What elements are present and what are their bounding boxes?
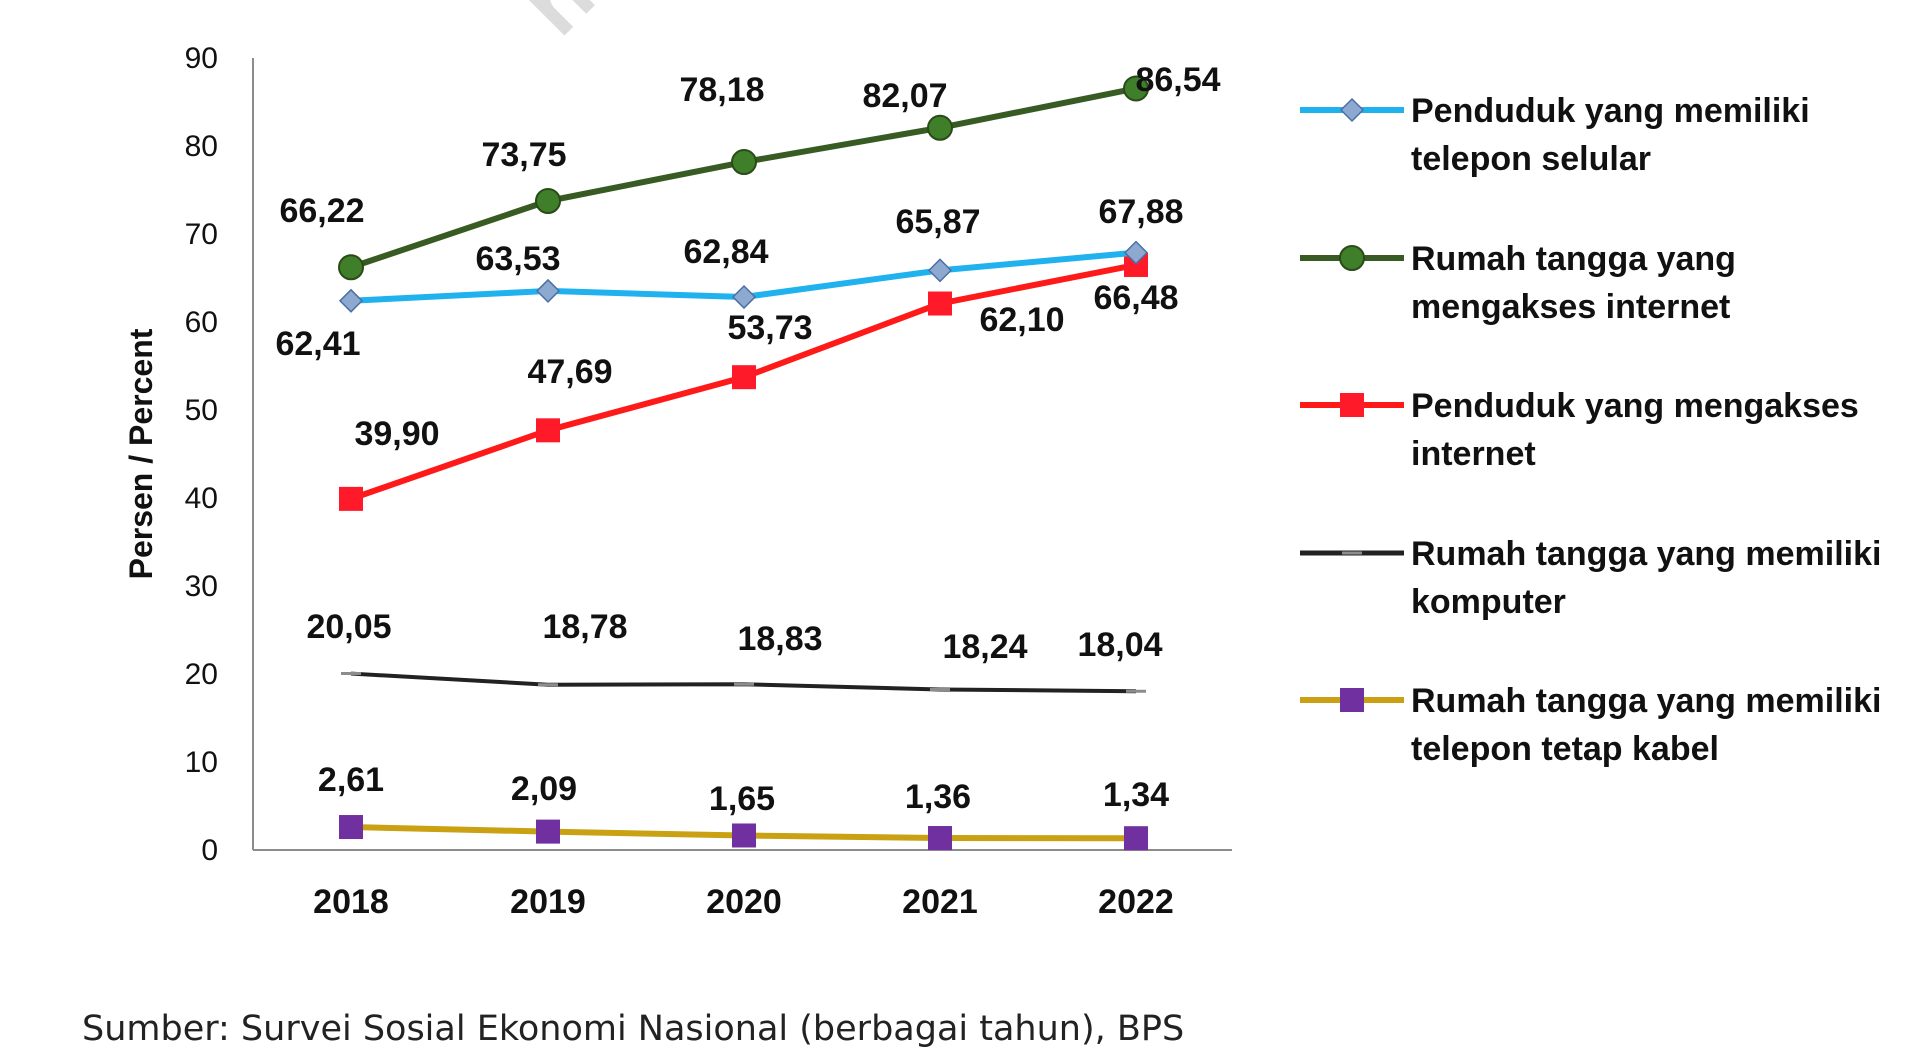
data-point [927,258,953,283]
data-point [1340,688,1364,712]
data-point [1339,97,1365,123]
y-tick-label: 60 [185,306,218,339]
data-label: 78,18 [679,71,764,109]
legend-item-3: Penduduk yang mengakses internet [1300,387,1859,473]
data-label: 65,87 [895,203,980,241]
data-point [927,114,953,141]
series-4 [341,671,1146,694]
data-label: 1,36 [905,778,971,816]
y-axis-title: Persen / Percent [123,328,159,579]
legend: Penduduk yang memiliki telepon selular Rum… [1300,92,1881,768]
data-label: 86,54 [1135,61,1220,99]
source-note: Sumber: Survei Sosial Ekonomi Nasional (… [82,1009,1184,1049]
series-line [350,671,1137,694]
legend-label: mengakses internet [1411,288,1730,326]
x-tick-label: 2020 [706,883,782,921]
data-point [1124,826,1148,851]
y-tick-label: 10 [185,746,218,779]
data-point [1123,75,1149,102]
data-label: 62,84 [683,233,768,271]
data-label: 82,07 [862,77,947,115]
data-point [535,188,561,214]
data-label: 66,48 [1093,279,1178,317]
data-point [339,815,363,840]
x-tick-label: 2019 [510,883,586,921]
data-point [732,365,756,390]
data-point [536,418,560,443]
legend-label: Penduduk yang mengakses [1411,387,1859,425]
x-tick-label: 2021 [902,883,978,921]
y-tick-label: 20 [185,658,218,691]
x-tick-label: 2018 [313,883,389,921]
data-label: 39,90 [354,415,439,453]
data-label: 2,09 [511,770,577,808]
data-label: 62,10 [979,301,1064,339]
legend-item-4: Rumah tangga yang memiliki komputer [1300,535,1881,621]
data-label: 18,83 [737,620,822,658]
data-label: 18,78 [542,608,627,646]
data-label: 2,61 [318,761,384,799]
watermark: h [503,0,613,54]
data-label: 1,65 [709,780,775,818]
legend-label: komputer [1411,583,1566,621]
series-group [338,75,1149,851]
data-label: 47,69 [527,353,612,391]
data-label: 62,41 [275,325,360,363]
y-tick-label: 30 [185,570,218,603]
data-label: 1,34 [1103,776,1169,814]
x-tick-label: 2022 [1098,883,1174,921]
data-label: 18,04 [1077,626,1162,664]
data-label: 53,73 [727,309,812,347]
legend-label: Penduduk yang memiliki [1411,92,1810,130]
series-3 [339,252,1148,511]
y-tick-label: 90 [185,42,218,75]
data-label: 67,88 [1098,193,1183,231]
data-point [535,278,561,303]
legend-label: telepon selular [1411,140,1651,178]
series-5 [339,815,1148,851]
data-point [1340,393,1364,417]
legend-label: Rumah tangga yang memiliki [1411,535,1881,573]
y-tick-label: 70 [185,218,218,251]
data-point [536,819,560,844]
data-label: 73,75 [481,136,566,174]
legend-label: telepon tetap kabel [1411,730,1719,768]
data-label: 66,22 [279,192,364,230]
legend-item-5: Rumah tangga yang memiliki telepon tetap … [1300,682,1881,768]
data-point [1123,240,1149,265]
axes: 0 10 20 30 40 50 60 70 80 90 2018 2019 2020 2021 2022 [185,42,1232,921]
data-point [1339,245,1365,271]
data-point [731,284,757,310]
data-label: 18,24 [942,628,1027,666]
legend-label: internet [1411,435,1536,473]
data-labels: 62,41 63,53 62,84 65,87 67,88 66,22 73,75 78,18… [275,61,1220,818]
y-tick-label: 40 [185,482,218,515]
data-label: 20,05 [306,608,391,646]
data-point [732,823,756,848]
series-1 [338,240,1149,313]
y-tick-label: 0 [201,834,218,867]
data-label: 63,53 [475,240,560,278]
y-tick-label: 50 [185,394,218,427]
data-point [338,254,364,281]
legend-item-1: Penduduk yang memiliki telepon selular [1300,92,1810,178]
data-point [928,826,952,851]
data-point [339,486,363,511]
data-point [338,288,364,313]
legend-label: Rumah tangga yang [1411,240,1736,278]
data-point [731,149,757,176]
y-tick-label: 80 [185,130,218,163]
data-point [928,291,952,316]
legend-label: Rumah tangga yang memiliki [1411,682,1881,720]
series-2 [338,75,1149,281]
legend-item-2: Rumah tangga yang mengakses internet [1300,240,1736,326]
